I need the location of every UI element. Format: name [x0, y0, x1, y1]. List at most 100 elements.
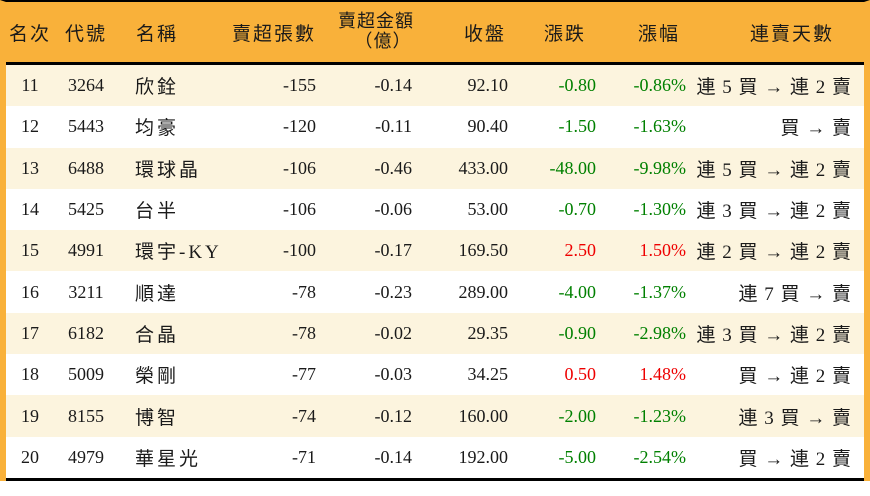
cell-percent-change: 1.50% [639, 240, 687, 261]
table-row: 12 5443 均豪 -120 -0.11 90.40 -1.50 -1.63%… [6, 106, 864, 148]
cell-rank: 11 [21, 75, 39, 96]
stock-sell-ranking-table: 名次 代號 名稱 賣超張數 賣超金額 （億） 收盤 漲跌 漲幅 連賣天數 11 … [0, 0, 870, 481]
cell-sell-amount: -0.11 [375, 116, 412, 137]
cell-price-change: -48.00 [549, 157, 597, 178]
col-header-sell-volume: 賣超張數 [231, 23, 316, 45]
col-header-sell-amount-line1: 賣超金額 [338, 11, 414, 32]
cell-rank: 18 [21, 364, 39, 385]
cell-sell-amount: -0.12 [374, 405, 413, 426]
cell-close-price: 169.50 [458, 240, 509, 261]
cell-price-change: -2.00 [558, 405, 597, 426]
cell-stock-code: 6182 [68, 322, 104, 343]
cell-stock-code: 6488 [68, 157, 104, 178]
cell-rank: 12 [21, 116, 39, 137]
table-row: 14 5425 台半 -106 -0.06 53.00 -0.70 -1.30%… [6, 188, 864, 231]
cell-sell-amount: -0.23 [374, 281, 413, 302]
cell-close-price: 160.00 [458, 405, 509, 426]
cell-sell-volume: -106 [283, 157, 316, 178]
cell-percent-change: -1.23% [633, 405, 687, 426]
cell-percent-change: 1.48% [639, 364, 687, 385]
table-body: 11 3264 欣銓 -155 -0.14 92.10 -0.80 -0.86%… [6, 65, 864, 481]
cell-rank: 16 [21, 281, 39, 302]
cell-close-price: 289.00 [458, 281, 509, 302]
cell-rank: 15 [21, 240, 39, 261]
cell-close-price: 92.10 [467, 75, 509, 96]
cell-streak-days: 連 3 買 → 賣 [738, 407, 852, 429]
cell-stock-code: 5425 [68, 199, 104, 220]
col-header-change-pct: 漲幅 [637, 23, 680, 45]
table-row: 15 4991 環宇-KY -100 -0.17 169.50 2.50 1.5… [6, 230, 864, 272]
cell-stock-code: 3264 [68, 75, 104, 96]
col-header-sell-amount-line2: （億） [354, 31, 412, 51]
col-header-streak: 連賣天數 [749, 23, 834, 45]
cell-streak-days: 連 5 買 → 連 2 賣 [696, 77, 852, 99]
cell-streak-days: 連 2 買 → 連 2 賣 [696, 242, 852, 264]
cell-sell-volume: -78 [292, 322, 316, 343]
cell-stock-name: 博智 [135, 407, 180, 429]
cell-percent-change: -0.86% [633, 75, 687, 96]
cell-stock-code: 5443 [68, 116, 104, 137]
cell-rank: 13 [21, 157, 39, 178]
cell-percent-change: -1.30% [633, 199, 687, 220]
table-row: 19 8155 博智 -74 -0.12 160.00 -2.00 -1.23%… [6, 395, 864, 437]
cell-close-price: 433.00 [458, 157, 509, 178]
cell-sell-volume: -100 [283, 240, 316, 261]
cell-stock-code: 4979 [68, 446, 104, 467]
cell-stock-name: 順達 [135, 283, 180, 305]
cell-streak-days: 連 3 買 → 連 2 賣 [696, 201, 852, 223]
cell-close-price: 34.25 [467, 364, 509, 385]
cell-stock-name: 欣銓 [135, 77, 180, 99]
cell-rank: 14 [21, 199, 39, 220]
cell-sell-volume: -155 [283, 75, 316, 96]
cell-streak-days: 買 → 連 2 賣 [738, 366, 852, 388]
cell-percent-change: -1.63% [633, 116, 687, 137]
cell-percent-change: -2.98% [633, 322, 687, 343]
cell-percent-change: -2.54% [633, 446, 687, 467]
cell-stock-name: 均豪 [135, 118, 180, 140]
cell-stock-name: 榮剛 [135, 366, 180, 388]
cell-price-change: 2.50 [564, 240, 597, 261]
cell-sell-volume: -106 [283, 199, 316, 220]
cell-close-price: 192.00 [458, 446, 509, 467]
cell-price-change: -4.00 [558, 281, 597, 302]
cell-stock-name: 合晶 [135, 324, 180, 346]
cell-streak-days: 連 7 買 → 賣 [738, 283, 852, 305]
cell-price-change: -0.70 [558, 199, 597, 220]
cell-sell-volume: -78 [292, 281, 316, 302]
cell-sell-amount: -0.02 [374, 322, 413, 343]
cell-sell-amount: -0.46 [374, 157, 413, 178]
cell-sell-volume: -120 [283, 116, 316, 137]
col-header-name: 名稱 [136, 23, 179, 45]
cell-rank: 20 [21, 446, 39, 467]
cell-stock-name: 台半 [135, 201, 180, 223]
table-row: 13 6488 環球晶 -106 -0.46 433.00 -48.00 -9.… [6, 147, 864, 189]
cell-percent-change: -9.98% [633, 157, 687, 178]
col-header-rank: 名次 [8, 23, 51, 45]
cell-rank: 19 [21, 405, 39, 426]
cell-streak-days: 連 3 買 → 連 2 賣 [696, 324, 852, 346]
cell-price-change: 0.50 [564, 364, 597, 385]
col-header-sell-amount: 賣超金額 （億） [324, 11, 420, 52]
cell-stock-code: 8155 [68, 405, 104, 426]
cell-stock-name: 華星光 [135, 448, 202, 470]
cell-rank: 17 [21, 322, 39, 343]
cell-close-price: 29.35 [467, 322, 509, 343]
cell-sell-amount: -0.03 [374, 364, 413, 385]
cell-price-change: -5.00 [558, 446, 597, 467]
cell-sell-amount: -0.06 [374, 199, 413, 220]
cell-streak-days: 連 5 買 → 連 2 賣 [696, 159, 852, 181]
table-header-row: 名次 代號 名稱 賣超張數 賣超金額 （億） 收盤 漲跌 漲幅 連賣天數 [6, 2, 864, 65]
cell-streak-days: 買 → 賣 [780, 118, 852, 140]
cell-percent-change: -1.37% [633, 281, 687, 302]
cell-sell-amount: -0.17 [374, 240, 413, 261]
cell-sell-volume: -71 [292, 446, 316, 467]
table-row: 16 3211 順達 -78 -0.23 289.00 -4.00 -1.37%… [6, 271, 864, 313]
cell-price-change: -0.90 [558, 322, 597, 343]
cell-stock-name: 環宇-KY [135, 242, 222, 264]
cell-sell-amount: -0.14 [374, 75, 413, 96]
cell-stock-code: 3211 [68, 281, 104, 302]
col-header-change: 漲跌 [543, 23, 586, 45]
table-row: 11 3264 欣銓 -155 -0.14 92.10 -0.80 -0.86%… [6, 65, 864, 107]
cell-stock-name: 環球晶 [135, 159, 202, 181]
cell-close-price: 90.40 [467, 116, 509, 137]
